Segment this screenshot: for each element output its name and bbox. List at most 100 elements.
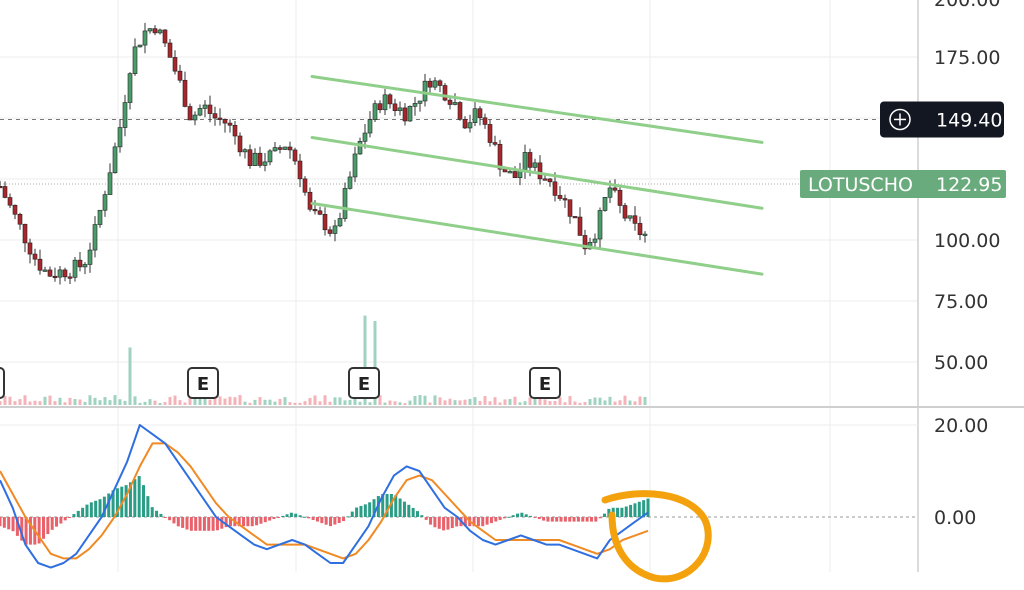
symbol-price-tag bbox=[800, 170, 1006, 199]
volume-bar bbox=[298, 402, 302, 405]
macd-histogram-bar bbox=[607, 508, 611, 517]
volume-bar bbox=[513, 396, 517, 405]
last-price-value: 122.95 bbox=[936, 174, 1002, 196]
candle-body bbox=[617, 189, 623, 206]
earnings-marker-partial[interactable] bbox=[0, 367, 5, 399]
earnings-marker[interactable]: E bbox=[348, 367, 380, 399]
candle-body bbox=[217, 117, 223, 120]
candle-body bbox=[482, 117, 488, 125]
candle-body bbox=[12, 204, 18, 215]
macd-pane bbox=[0, 424, 650, 569]
volume-bar bbox=[423, 395, 427, 405]
candle-body bbox=[547, 178, 553, 183]
candle-body bbox=[212, 113, 218, 119]
candle-body bbox=[527, 152, 533, 168]
macd-histogram-bar bbox=[285, 514, 289, 517]
volume-bar bbox=[233, 397, 237, 405]
candle-body bbox=[487, 124, 493, 143]
macd-histogram-bar bbox=[581, 517, 585, 522]
add-alert-icon[interactable] bbox=[889, 108, 911, 131]
macd-histogram-bar bbox=[111, 490, 115, 517]
volume-bar bbox=[193, 395, 197, 405]
candle-body bbox=[137, 44, 143, 48]
macd-histogram-bar bbox=[498, 517, 502, 520]
candle-body bbox=[622, 205, 628, 219]
candle-body bbox=[2, 186, 8, 198]
macd-axis-tick-label: 20.00 bbox=[934, 415, 988, 437]
macd-histogram-bar bbox=[72, 514, 76, 517]
candle-body bbox=[87, 249, 93, 265]
earnings-marker-box[interactable] bbox=[187, 367, 219, 399]
volume-bar bbox=[378, 395, 382, 405]
macd-histogram-bar bbox=[337, 517, 341, 523]
volume-bar bbox=[103, 397, 107, 405]
candle-body bbox=[282, 146, 288, 150]
macd-histogram-bar bbox=[372, 499, 376, 517]
volume-bar bbox=[598, 397, 602, 405]
earnings-marker-box[interactable] bbox=[348, 367, 380, 399]
volume-bar bbox=[458, 400, 462, 405]
candle-body bbox=[507, 171, 513, 174]
candle-body bbox=[582, 235, 588, 250]
volume-bar bbox=[388, 400, 392, 405]
macd-histogram-bar bbox=[603, 513, 607, 517]
volume-bar bbox=[493, 397, 497, 405]
candle-body bbox=[242, 149, 248, 153]
price-axis: 200.00175.00125.00100.0075.0050.0020.000… bbox=[800, 0, 1006, 529]
volume-bar bbox=[78, 399, 82, 405]
volume-bar bbox=[413, 396, 417, 405]
candle-body bbox=[337, 218, 343, 227]
candle-body bbox=[7, 197, 13, 206]
macd-histogram-bar bbox=[220, 517, 224, 529]
candle-body bbox=[522, 152, 528, 171]
candle-body bbox=[512, 171, 518, 179]
volume-bar bbox=[538, 398, 542, 405]
volume-bar bbox=[48, 395, 52, 405]
macd-histogram-bar bbox=[507, 516, 511, 518]
volume-bar bbox=[528, 397, 532, 405]
macd-histogram-bar bbox=[563, 517, 567, 522]
macd-histogram-bar bbox=[289, 512, 293, 517]
macd-histogram-bar bbox=[476, 517, 480, 527]
candle-body bbox=[427, 80, 433, 88]
candle-body bbox=[277, 147, 283, 150]
candle-body bbox=[367, 119, 373, 134]
candle-body bbox=[297, 160, 303, 180]
earnings-marker[interactable]: E bbox=[187, 367, 219, 399]
volume-bar bbox=[463, 399, 467, 405]
volume-bar bbox=[178, 400, 182, 405]
macd-histogram-bar bbox=[481, 517, 485, 527]
volume-bar bbox=[248, 402, 252, 405]
volume-bar bbox=[13, 401, 17, 405]
candle-body bbox=[397, 107, 403, 112]
volume-bar bbox=[143, 401, 147, 405]
candle-body bbox=[177, 70, 183, 81]
candle-body bbox=[257, 152, 263, 166]
macd-histogram-bar bbox=[146, 496, 150, 517]
volume-bar bbox=[338, 397, 342, 405]
volume-bar bbox=[643, 396, 647, 405]
candle-body bbox=[437, 80, 443, 86]
volume-bar bbox=[113, 395, 117, 405]
hand-drawn-circle bbox=[601, 490, 712, 583]
earnings-marker-box[interactable] bbox=[529, 367, 561, 399]
macd-histogram-bar bbox=[350, 511, 354, 517]
volume-bar bbox=[543, 399, 547, 405]
macd-histogram-bar bbox=[176, 517, 180, 527]
candle-body bbox=[82, 264, 88, 268]
macd-histogram-bar bbox=[59, 517, 63, 524]
candle-body bbox=[222, 118, 228, 124]
macd-histogram-bar bbox=[11, 517, 15, 532]
macd-histogram-bar bbox=[85, 504, 89, 517]
volume-bar bbox=[348, 399, 352, 405]
earnings-marker[interactable]: E bbox=[529, 367, 561, 399]
macd-histogram-bar bbox=[398, 498, 402, 517]
axis-tick-label: 175.00 bbox=[934, 47, 1000, 69]
macd-histogram-bar bbox=[529, 515, 533, 517]
volume-bar bbox=[438, 397, 442, 405]
volume-bar bbox=[218, 396, 222, 405]
signal-line bbox=[0, 442, 649, 560]
volume-bar bbox=[498, 402, 502, 405]
